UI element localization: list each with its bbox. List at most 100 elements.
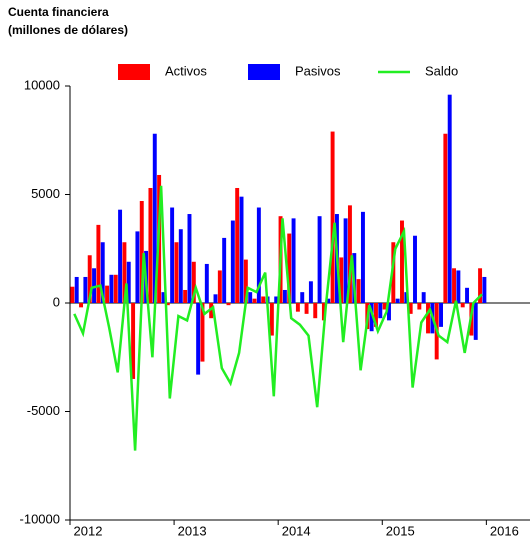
bar <box>243 259 248 303</box>
bar <box>317 216 322 303</box>
bar <box>404 292 409 303</box>
bar <box>183 289 188 303</box>
bar <box>87 255 92 303</box>
bar <box>170 207 175 303</box>
bar <box>291 218 296 303</box>
bar <box>482 276 487 303</box>
x-tick-label: 2012 <box>74 523 103 538</box>
bar <box>109 274 114 303</box>
bar <box>274 296 279 303</box>
legend-label: Pasivos <box>295 63 341 78</box>
bar <box>313 303 318 319</box>
bar <box>478 268 483 303</box>
bar <box>70 286 75 303</box>
x-tick-label: 2013 <box>178 523 207 538</box>
chart-subtitle: (millones de dólares) <box>8 23 128 37</box>
bar <box>209 303 214 319</box>
bar <box>395 298 400 303</box>
bar <box>230 220 235 303</box>
bar <box>339 257 344 303</box>
y-tick-label: 5000 <box>31 186 60 201</box>
bar <box>426 303 430 334</box>
bar <box>165 303 170 306</box>
bar <box>269 303 274 336</box>
legend-swatch <box>118 64 150 80</box>
bar <box>83 276 88 303</box>
bar <box>400 220 404 303</box>
y-tick-label: 0 <box>53 294 60 309</box>
bar <box>347 205 352 303</box>
bar <box>187 214 192 303</box>
bar <box>465 287 470 303</box>
bar <box>248 292 253 303</box>
bar <box>321 303 326 321</box>
bar <box>235 187 240 303</box>
bar <box>452 268 457 303</box>
bar <box>421 292 426 303</box>
bar <box>118 209 123 303</box>
bar <box>391 242 396 303</box>
bar <box>447 94 452 304</box>
chart-title: Cuenta financiera <box>8 5 109 19</box>
bar <box>287 233 292 303</box>
bar <box>200 303 205 362</box>
bar <box>178 229 183 303</box>
bar <box>417 303 422 310</box>
bar <box>261 296 266 303</box>
bar <box>456 270 461 303</box>
bar <box>161 292 166 303</box>
bar <box>174 242 179 303</box>
bar <box>92 268 97 303</box>
bar <box>343 218 348 303</box>
bar <box>226 303 231 306</box>
y-tick-label: -5000 <box>27 403 60 418</box>
bar <box>282 289 287 303</box>
bar <box>373 303 378 327</box>
bar <box>460 303 465 308</box>
bar <box>387 303 391 321</box>
bar <box>96 224 101 303</box>
bar <box>100 242 105 303</box>
bar <box>295 303 300 312</box>
bar <box>213 294 218 303</box>
bar <box>217 270 222 303</box>
bar <box>148 187 153 303</box>
bar <box>473 303 478 340</box>
bar <box>443 133 448 303</box>
bar <box>122 242 127 303</box>
bar <box>382 303 387 310</box>
bar <box>79 303 84 308</box>
bar <box>408 303 413 314</box>
bar <box>126 261 131 303</box>
bar <box>308 281 313 303</box>
bar <box>369 303 374 332</box>
bar <box>239 196 244 303</box>
y-tick-label: -10000 <box>20 511 60 526</box>
x-tick-label: 2014 <box>282 523 311 538</box>
bar <box>252 298 257 303</box>
legend-label: Activos <box>165 63 207 78</box>
bar <box>152 133 157 303</box>
x-tick-label: 2016 <box>490 523 519 538</box>
bar <box>360 211 365 303</box>
bar <box>304 303 309 314</box>
legend-swatch <box>248 64 280 80</box>
legend-label: Saldo <box>425 63 458 78</box>
bar <box>105 285 110 303</box>
bar <box>113 274 118 303</box>
bar <box>135 231 140 303</box>
bar <box>439 303 443 327</box>
bar <box>222 237 227 303</box>
bar <box>356 279 361 303</box>
line <box>73 185 483 451</box>
bar <box>378 303 383 319</box>
bar <box>300 292 305 303</box>
bar <box>413 235 417 303</box>
bar <box>74 276 79 303</box>
bar <box>139 201 144 303</box>
bar <box>191 261 196 303</box>
bar <box>326 298 331 303</box>
x-tick-label: 2015 <box>386 523 415 538</box>
y-tick-label: 10000 <box>24 77 60 92</box>
